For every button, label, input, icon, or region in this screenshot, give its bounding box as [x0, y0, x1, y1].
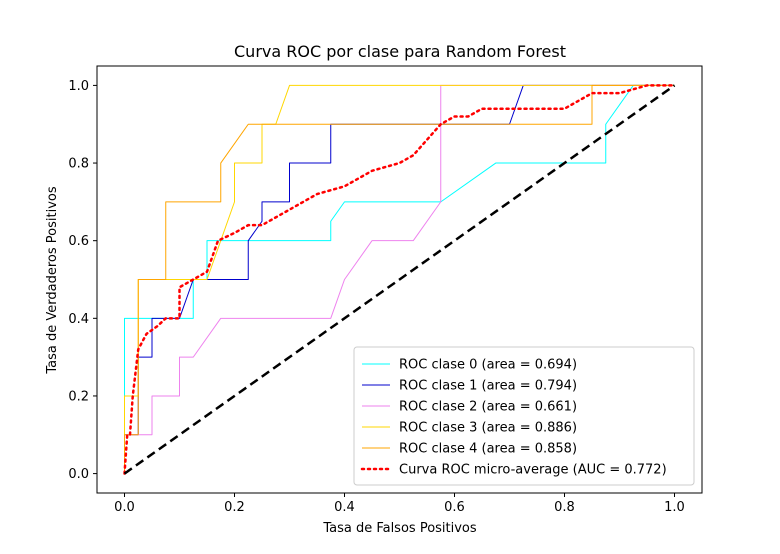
y-tick-label: 0.6: [68, 234, 89, 249]
chance-diagonal-line: [123, 84, 676, 475]
legend-label: ROC clase 1 (area = 0.794): [399, 379, 577, 394]
legend-box: [353, 346, 695, 486]
x-tick-label: 1.0: [664, 500, 685, 515]
legend-label: ROC clase 4 (area = 0.858): [399, 442, 577, 457]
series-line-4: [124, 84, 675, 474]
series-line-5: [123, 84, 676, 475]
y-tick-label: 0.2: [68, 389, 89, 404]
chart-title: Curva ROC por clase para Random Forest: [234, 42, 566, 61]
legend-label: ROC clase 2 (area = 0.661): [399, 400, 577, 415]
x-tick-label: 0.4: [334, 500, 355, 515]
y-tick-label: 1.0: [68, 79, 89, 94]
y-axis-label: Tasa de Verdaderos Positivos: [45, 186, 60, 374]
y-tick-label: 0.4: [68, 312, 89, 327]
ticks-layer: 0.0 0.2 0.4 0.6 0.8 1.0 0.0 0.2 0.4 0.6 0.8 1.0: [68, 79, 685, 515]
series-line-3: [124, 84, 675, 474]
legend-label: ROC clase 0 (area = 0.694): [399, 358, 577, 373]
x-tick-label: 0.2: [224, 500, 245, 515]
x-tick-label: 0.6: [444, 500, 465, 515]
legend-label: ROC clase 3 (area = 0.886): [399, 421, 577, 436]
x-axis-label: Tasa de Falsos Positivos: [322, 521, 477, 536]
y-tick-label: 0.8: [68, 157, 89, 172]
x-tick-label: 0.8: [554, 500, 575, 515]
legend-label: Curva ROC micro-average (AUC = 0.772): [399, 463, 667, 478]
x-tick-label: 0.0: [114, 500, 135, 515]
series-layer: [123, 84, 676, 475]
plot-frame: [96, 65, 703, 494]
legend: ROC clase 0 (area = 0.694) ROC clase 1 (a…: [353, 346, 695, 486]
y-tick-label: 0.0: [68, 467, 89, 482]
plot-area: 0.0 0.2 0.4 0.6 0.8 1.0 0.0 0.2 0.4 0.6 0.8 1.0: [68, 65, 703, 515]
series-line-2: [124, 84, 675, 474]
